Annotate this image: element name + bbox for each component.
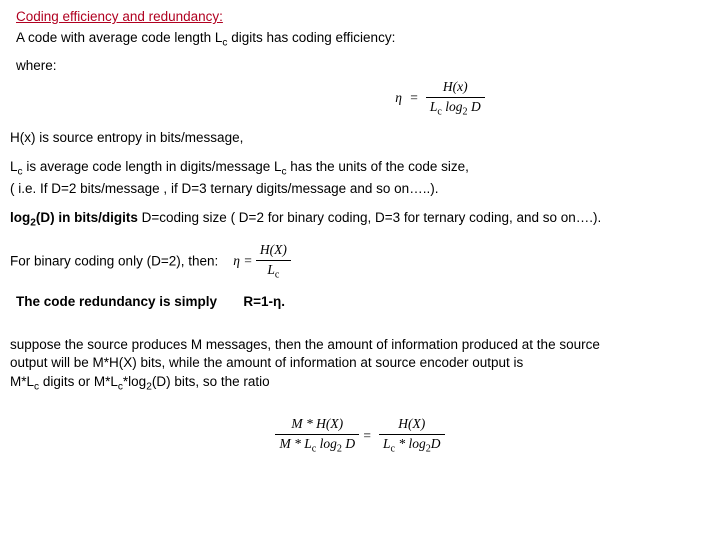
frac-left: M * H(X) M * Lc log2 D: [275, 415, 359, 457]
p-avg-code-length: Lc is average code length in digits/mess…: [10, 158, 710, 199]
p-log2D: log2(D) in bits/digits D=coding size ( D…: [10, 209, 710, 231]
sup3b: digits or M*L: [39, 374, 118, 389]
bfr-num: H(X): [379, 415, 445, 434]
binary-text: For binary coding only (D=2), then:: [10, 253, 218, 268]
red-b: R=1-η.: [243, 294, 285, 309]
den2c: c: [275, 269, 280, 280]
frac-right: H(X) Lc * log2D: [379, 415, 445, 457]
log2D-bold: log2(D) in bits/digits: [10, 210, 142, 225]
logpre: log: [10, 210, 30, 225]
frac-den: Lc log2 D: [426, 97, 485, 120]
den-log: log: [442, 99, 463, 114]
bfl-den-b: log: [316, 436, 337, 451]
bfr-den-D: D: [431, 436, 441, 451]
intro-text-a: A code with average code length L: [16, 30, 222, 45]
bfl-num: M * H(X): [275, 415, 359, 434]
lc-d: has the units of the code size,: [287, 159, 469, 174]
eq2: =: [240, 253, 256, 268]
formula-eta-full: η = H(x) Lc log2 D: [170, 78, 710, 120]
red-a: The code redundancy is simply: [16, 294, 217, 309]
logpost: (D) in bits/digits: [36, 210, 138, 225]
bfl-den-a: M * L: [279, 436, 311, 451]
intro-line: A code with average code length Lc digit…: [16, 30, 395, 45]
eta-symbol: η: [395, 89, 402, 108]
where-label: where:: [16, 58, 57, 73]
p-source-entropy: H(x) is source entropy in bits/message,: [10, 129, 710, 148]
p-redundancy: The code redundancy is simply R=1-η.: [16, 293, 710, 312]
heading-coding-efficiency: Coding efficiency and redundancy:: [16, 8, 223, 27]
sup3a: M*L: [10, 374, 34, 389]
equals: =: [409, 89, 418, 108]
p-binary-only: For binary coding only (D=2), then: η = …: [10, 241, 710, 283]
fraction-eta: H(x) Lc log2 D: [426, 78, 485, 120]
lc-b: is average code length in digits/message…: [23, 159, 282, 174]
den2: Lc: [256, 260, 291, 283]
den2L: L: [267, 262, 275, 277]
formula-eta-binary: η = H(X) Lc: [233, 241, 291, 283]
sup1: suppose the source produces M messages, …: [10, 337, 600, 352]
lc-line2: ( i.e. If D=2 bits/message , if D=3 tern…: [10, 181, 438, 196]
logrest: D=coding size ( D=2 for binary coding, D…: [142, 210, 602, 225]
ratio-eq: =: [362, 427, 371, 446]
sup3c: *log: [123, 374, 146, 389]
den-D: D: [468, 99, 481, 114]
formula-ratio: M * H(X) M * Lc log2 D = H(X) Lc * log2D: [10, 415, 710, 457]
bfl-den-D: D: [342, 436, 355, 451]
p-suppose: suppose the source produces M messages, …: [10, 336, 710, 396]
num2: H(X): [256, 241, 291, 260]
sup2: output will be M*H(X) bits, while the am…: [10, 355, 523, 370]
intro-text-b: digits has coding efficiency:: [227, 30, 395, 45]
bfr-den: Lc * log2D: [379, 434, 445, 457]
bfl-den: M * Lc log2 D: [275, 434, 359, 457]
bfr-den-b: * log: [395, 436, 426, 451]
eta2: η: [233, 253, 240, 268]
frac-num: H(x): [426, 78, 485, 97]
sup3d: (D) bits, so the ratio: [152, 374, 270, 389]
lc-a: L: [10, 159, 18, 174]
